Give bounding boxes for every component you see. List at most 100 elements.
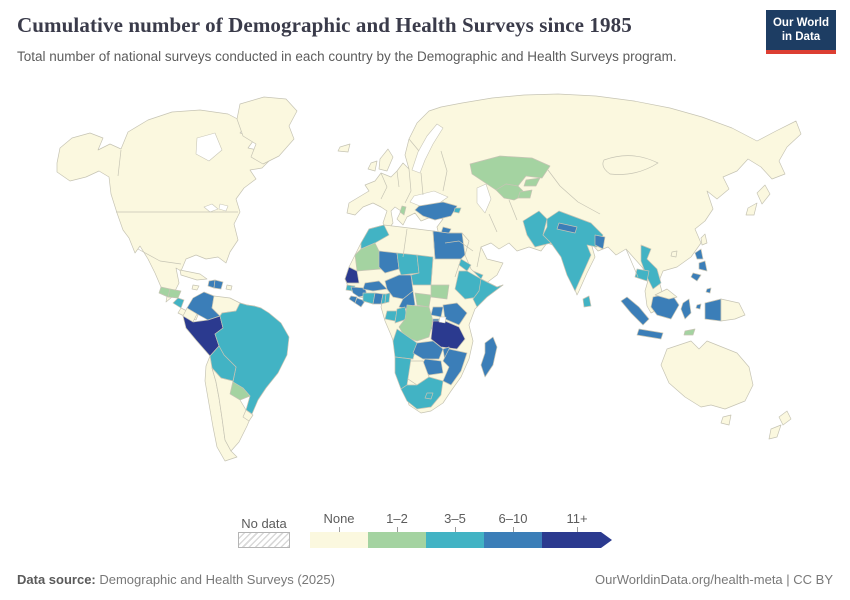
country-iceland[interactable] <box>337 143 351 153</box>
country-sri-lanka[interactable] <box>582 295 592 308</box>
country-papua-new-guinea[interactable] <box>720 298 746 322</box>
country-armenia[interactable] <box>453 207 462 214</box>
country-egypt[interactable] <box>432 230 466 260</box>
country-indonesia-sulawesi[interactable] <box>680 298 692 320</box>
country-indonesia-papua[interactable] <box>704 298 722 322</box>
legend-bins: None 1–2 3–5 6–10 11+ <box>310 511 612 548</box>
data-source-label: Data source: <box>17 572 96 587</box>
country-indonesia-maluku[interactable] <box>695 303 702 310</box>
country-nepal[interactable] <box>556 222 578 234</box>
page-title: Cumulative number of Demographic and Hea… <box>17 13 632 37</box>
caspian-sea <box>476 183 492 214</box>
owid-logo[interactable]: Our World in Data <box>766 10 836 54</box>
owid-url-link[interactable]: OurWorldinData.org/health-meta <box>595 572 783 587</box>
country-indonesia-java[interactable] <box>636 328 664 340</box>
legend-no-data[interactable]: No data <box>238 516 290 548</box>
legend-tick <box>512 527 514 532</box>
country-kyrgyzstan[interactable] <box>523 177 541 187</box>
legend-tick <box>454 527 456 532</box>
country-kenya[interactable] <box>442 302 468 326</box>
license-link[interactable]: CC BY <box>793 572 833 587</box>
country-cuba[interactable] <box>179 269 208 281</box>
legend-bin-6-10[interactable]: 6–10 <box>484 511 542 548</box>
country-somalia[interactable] <box>472 278 504 308</box>
country-united-kingdom[interactable] <box>378 148 394 172</box>
great-lakes-east <box>218 203 229 212</box>
country-borders <box>116 138 659 286</box>
country-malaysia-borneo[interactable] <box>654 288 678 300</box>
legend-bin-11-plus[interactable]: 11+ <box>542 511 612 548</box>
country-central-african-republic[interactable] <box>414 292 432 308</box>
country-cambodia[interactable] <box>634 268 650 282</box>
country-tasmania[interactable] <box>720 414 732 426</box>
country-dr-congo[interactable] <box>398 304 434 342</box>
footer: Data source: Demographic and Health Surv… <box>17 572 833 587</box>
country-greenland[interactable] <box>236 96 298 165</box>
owid-logo-line1: Our World <box>772 17 829 29</box>
country-india[interactable] <box>542 210 604 292</box>
country-mali[interactable] <box>378 250 400 274</box>
country-hainan[interactable] <box>670 250 678 258</box>
country-honduras[interactable] <box>167 288 182 299</box>
country-lesotho[interactable] <box>424 392 434 400</box>
country-indonesia-maluku[interactable] <box>705 287 712 294</box>
country-timor-leste[interactable] <box>683 328 696 336</box>
country-argentina[interactable] <box>211 367 253 452</box>
country-niger[interactable] <box>396 252 420 276</box>
country-madagascar[interactable] <box>480 336 498 378</box>
country-vietnam[interactable] <box>640 244 662 290</box>
country-australia[interactable] <box>660 340 754 410</box>
country-south-africa[interactable] <box>400 376 444 410</box>
country-philippines-visayas[interactable] <box>698 260 708 272</box>
legend-swatch-11-plus <box>542 532 612 548</box>
country-bangladesh[interactable] <box>594 234 606 250</box>
great-lakes-west <box>203 203 219 213</box>
legend-swatch-3-5 <box>426 532 484 548</box>
country-dominican-republic[interactable] <box>213 279 224 290</box>
hudson-bay <box>195 132 223 162</box>
footer-data-source: Data source: Demographic and Health Surv… <box>17 572 335 587</box>
legend-swatch-1-2 <box>368 532 426 548</box>
country-nicaragua[interactable] <box>172 297 185 309</box>
legend-bin-1-2[interactable]: 1–2 <box>368 511 426 548</box>
baltic-sea <box>411 123 444 174</box>
footer-links: OurWorldinData.org/health-meta | CC BY <box>595 572 833 587</box>
country-kazakhstan[interactable] <box>469 155 551 191</box>
legend-bin-none[interactable]: None <box>310 511 368 548</box>
country-jamaica[interactable] <box>191 284 200 291</box>
legend-swatch-none <box>310 532 368 548</box>
country-senegal[interactable] <box>344 266 360 284</box>
legend-tick <box>338 527 340 532</box>
country-burkina-faso[interactable] <box>362 280 388 292</box>
country-chad[interactable] <box>410 254 434 286</box>
country-mozambique[interactable] <box>442 348 468 386</box>
country-south-sudan[interactable] <box>430 284 450 300</box>
country-indonesia-sumatra[interactable] <box>620 296 650 326</box>
country-tajikistan[interactable] <box>517 189 533 199</box>
legend-bin-3-5[interactable]: 3–5 <box>426 511 484 548</box>
country-uganda[interactable] <box>430 306 444 318</box>
country-new-zealand-north[interactable] <box>778 410 792 426</box>
country-japan-south[interactable] <box>745 202 758 216</box>
country-puerto-rico[interactable] <box>225 284 233 291</box>
header: Cumulative number of Demographic and Hea… <box>17 13 745 66</box>
legend-no-data-swatch <box>238 532 290 548</box>
country-albania[interactable] <box>399 205 407 216</box>
country-philippines-mindanao[interactable] <box>690 272 702 282</box>
country-japan-north[interactable] <box>756 184 771 205</box>
country-philippines-luzon[interactable] <box>694 248 704 260</box>
country-turkey[interactable] <box>414 201 458 221</box>
country-uruguay[interactable] <box>242 409 254 422</box>
country-ireland[interactable] <box>367 160 378 172</box>
lake-victoria <box>438 316 447 324</box>
country-new-zealand-south[interactable] <box>768 424 782 440</box>
country-tanzania[interactable] <box>430 320 466 350</box>
country-liberia[interactable] <box>354 297 366 308</box>
country-benin[interactable] <box>384 292 391 304</box>
country-taiwan[interactable] <box>700 233 708 246</box>
legend-swatch-6-10 <box>484 532 542 548</box>
country-north-america[interactable] <box>56 109 273 303</box>
country-zambia[interactable] <box>412 340 444 360</box>
